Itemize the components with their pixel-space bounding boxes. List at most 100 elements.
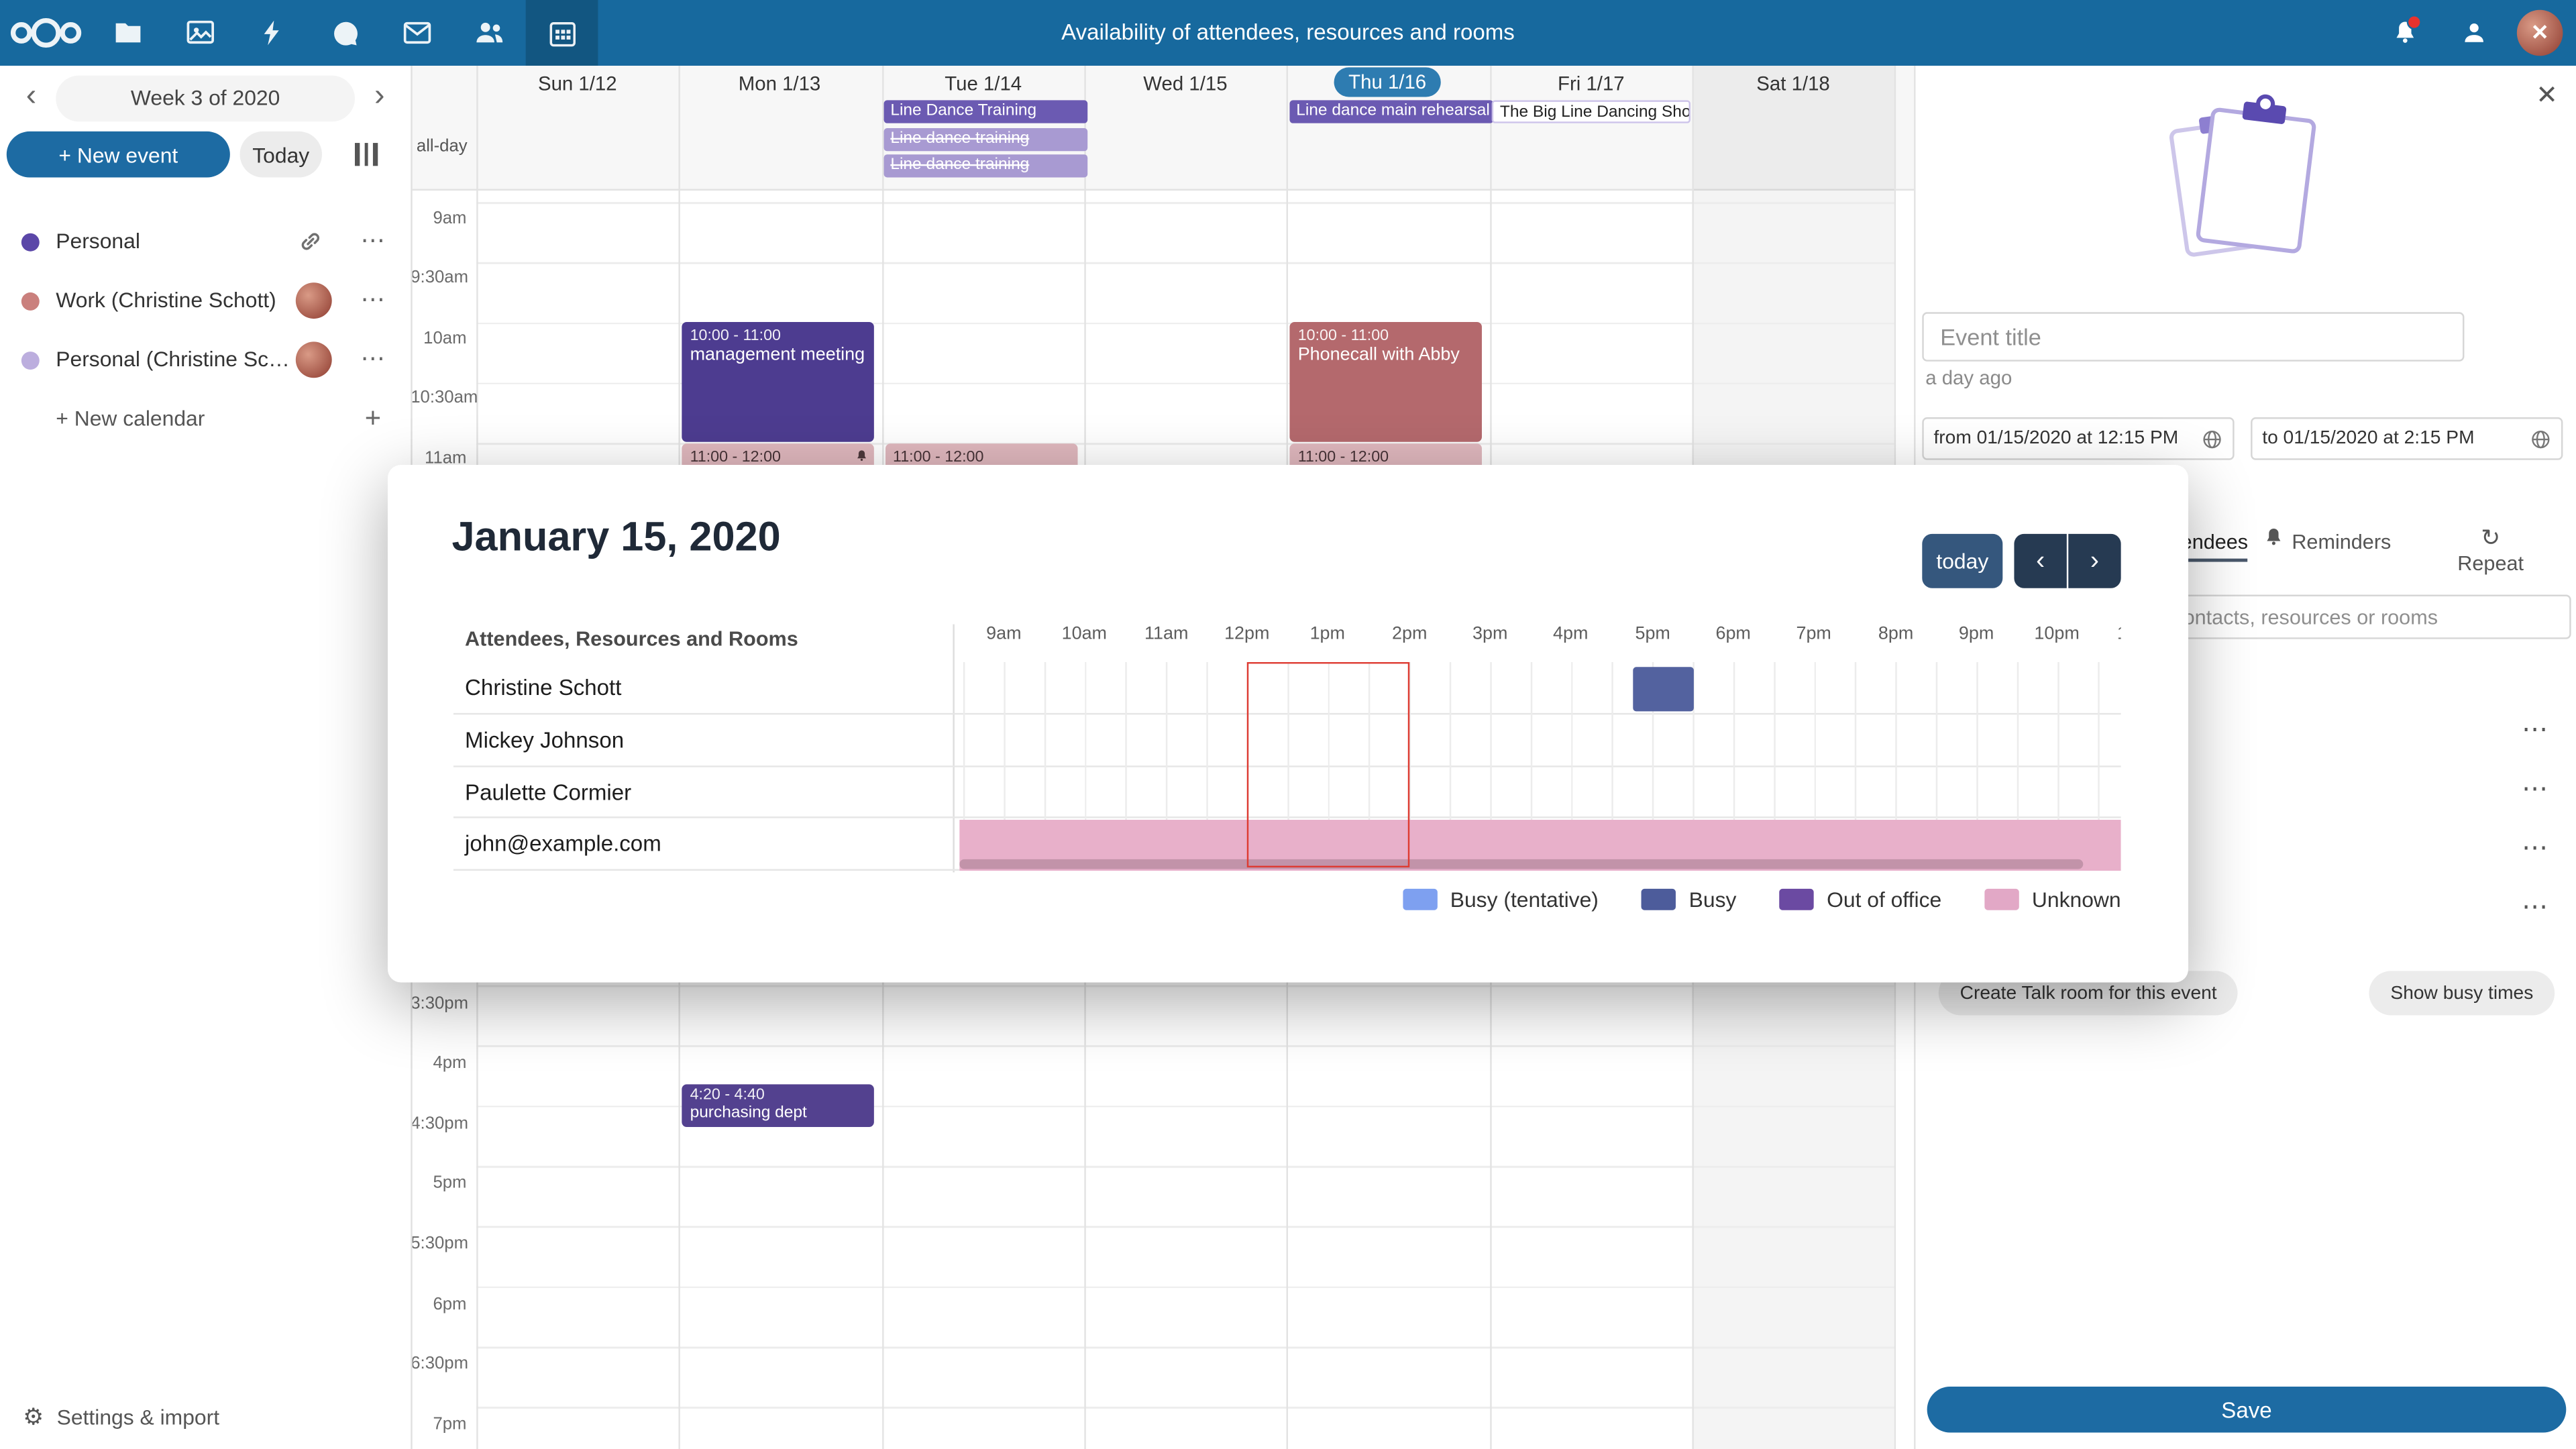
calendar-list-item[interactable]: Work (Christine Schott) ⋯ <box>0 271 411 330</box>
start-datetime-field[interactable]: from 01/15/2020 at 12:15 PM <box>1922 417 2235 460</box>
event-phonecall-with-abby[interactable]: 10:00 - 11:00 Phonecall with Abby <box>1289 322 1482 442</box>
calendar-name: Personal <box>56 228 140 254</box>
calendar-actions-menu[interactable]: ⋯ <box>360 286 386 314</box>
tab-repeat[interactable]: ↻ Repeat <box>2408 526 2573 580</box>
day-header[interactable]: Wed 1/15 <box>1143 72 1228 96</box>
legend-swatch <box>1779 888 1814 910</box>
day-header[interactable]: Tue 1/14 <box>945 72 1022 96</box>
week-view-toggle-icon[interactable] <box>338 131 394 178</box>
files-app-icon[interactable] <box>92 0 164 66</box>
activity-app-icon[interactable] <box>237 0 309 66</box>
event-title-input[interactable] <box>1922 312 2465 362</box>
app-menu <box>0 0 598 66</box>
time-label: 3:30pm <box>411 994 469 1014</box>
calendar-name: Personal (Christine Schott) <box>56 346 292 372</box>
new-calendar-item[interactable]: + New calendar + <box>0 389 411 448</box>
user-avatar[interactable]: ✕ <box>2516 9 2563 56</box>
nextcloud-logo[interactable] <box>0 0 92 66</box>
day-header[interactable]: Sun 1/12 <box>537 72 617 96</box>
new-event-button[interactable]: + New event <box>6 131 230 178</box>
save-button[interactable]: Save <box>1927 1386 2567 1433</box>
time-label: 9:30am <box>411 268 469 288</box>
attendee-options-menu[interactable]: ⋯ <box>2522 716 2548 745</box>
share-link-icon[interactable] <box>299 230 322 262</box>
attendee-options-menu[interactable]: ⋯ <box>2522 775 2548 804</box>
allday-event[interactable]: The Big Line Dancing Show <box>1491 100 1691 123</box>
event-purchasing-dept[interactable]: 4:20 - 4:40 purchasing dept <box>682 1084 874 1128</box>
day-header-current[interactable]: Thu 1/16 <box>1287 67 1489 97</box>
legend-swatch <box>1641 888 1676 910</box>
gear-icon: ⚙ <box>23 1402 44 1429</box>
availability-legend: Busy (tentative) Busy Out of office Unkn… <box>1402 887 2121 912</box>
attendee-options-menu[interactable]: ⋯ <box>2522 835 2548 863</box>
calendar-color-dot <box>21 292 40 311</box>
time-label: 4pm <box>433 1053 467 1073</box>
shared-by-avatar <box>295 341 332 378</box>
calendar-actions-menu[interactable]: ⋯ <box>360 226 386 255</box>
attendee-options-menu[interactable]: ⋯ <box>2522 894 2548 922</box>
time-label: 5pm <box>433 1173 467 1193</box>
calendar-app-icon[interactable] <box>525 0 598 66</box>
topbar-right: ✕ <box>2379 0 2563 66</box>
day-header[interactable]: Fri 1/17 <box>1558 72 1625 96</box>
last-modified-label: a day ago <box>1925 366 2012 390</box>
allday-event[interactable]: Line Dance Training <box>883 100 1088 123</box>
time-label: 10am <box>423 328 467 349</box>
previous-week-button[interactable]: ‹ <box>25 78 37 113</box>
availability-timeline[interactable] <box>959 661 2121 871</box>
unknown-block <box>959 818 2121 870</box>
contacts-app-icon[interactable] <box>453 0 526 66</box>
mail-app-icon[interactable] <box>381 0 453 66</box>
time-label: 5:30pm <box>411 1234 469 1254</box>
new-calendar-label: + New calendar <box>56 405 205 431</box>
modal-prev-day-button[interactable]: ‹ <box>2014 533 2067 588</box>
allday-event-cancelled[interactable]: Line dance training <box>883 153 1088 177</box>
today-button[interactable]: Today <box>239 131 323 178</box>
topbar: Availability of attendees, resources and… <box>0 0 2576 66</box>
hour-axis: 9am 10am 11am 12pm 1pm 2pm 3pm 4pm 5pm 6… <box>986 624 2121 645</box>
notification-dot <box>2406 15 2422 30</box>
time-label: 4:30pm <box>411 1114 469 1134</box>
contacts-menu-icon[interactable] <box>2448 0 2500 66</box>
horizontal-scrollbar[interactable] <box>959 859 2084 869</box>
timezone-globe-icon <box>2203 429 2221 448</box>
tab-reminders[interactable]: Reminders <box>2244 526 2408 559</box>
calendar-color-dot <box>21 233 40 252</box>
notifications-bell-icon[interactable] <box>2379 0 2431 66</box>
time-label: 9am <box>433 209 467 229</box>
allday-label: all-day <box>416 136 468 156</box>
clipboard-illustration <box>2169 94 2316 257</box>
reminder-bell-icon <box>857 450 866 462</box>
modal-next-day-button[interactable]: › <box>2068 533 2121 588</box>
close-icon[interactable]: ✕ <box>2536 82 2559 111</box>
event-time-selection <box>1246 661 1409 868</box>
week-label[interactable]: Week 3 of 2020 <box>56 75 355 122</box>
attendees-column-header: Attendees, Resources and Rooms <box>465 627 798 651</box>
allday-event[interactable]: Line dance main rehearsal <box>1289 100 1494 123</box>
day-header[interactable]: Sat 1/18 <box>1756 72 1830 96</box>
repeat-icon: ↻ <box>2481 524 2501 551</box>
event-management-meeting[interactable]: 10:00 - 11:00 management meeting <box>682 322 874 442</box>
show-busy-times-button[interactable]: Show busy times <box>2369 971 2555 1016</box>
modal-today-button[interactable]: today <box>1922 533 2003 588</box>
calendar-actions-menu[interactable]: ⋯ <box>360 345 386 373</box>
end-datetime-field[interactable]: to 01/15/2020 at 2:15 PM <box>2251 417 2563 460</box>
calendar-list-item[interactable]: Personal (Christine Schott) ⋯ <box>0 330 411 389</box>
column-divider <box>953 624 955 873</box>
day-header[interactable]: Mon 1/13 <box>738 72 821 96</box>
calendar-name: Work (Christine Schott) <box>56 287 276 313</box>
photos-app-icon[interactable] <box>164 0 237 66</box>
legend-swatch <box>1984 888 2019 910</box>
reminders-bell-icon <box>2266 528 2280 545</box>
calendar-color-dot <box>21 352 40 370</box>
settings-import[interactable]: ⚙ Settings & import <box>23 1397 219 1436</box>
next-week-button[interactable]: › <box>374 78 385 113</box>
talk-app-icon[interactable] <box>309 0 381 66</box>
settings-label: Settings & import <box>56 1403 220 1429</box>
allday-event-cancelled[interactable]: Line dance training <box>883 127 1088 151</box>
create-talk-room-button[interactable]: Create Talk room for this event <box>1938 971 2239 1016</box>
calendar-list-item[interactable]: Personal ⋯ <box>0 212 411 271</box>
time-label: 6pm <box>433 1294 467 1315</box>
